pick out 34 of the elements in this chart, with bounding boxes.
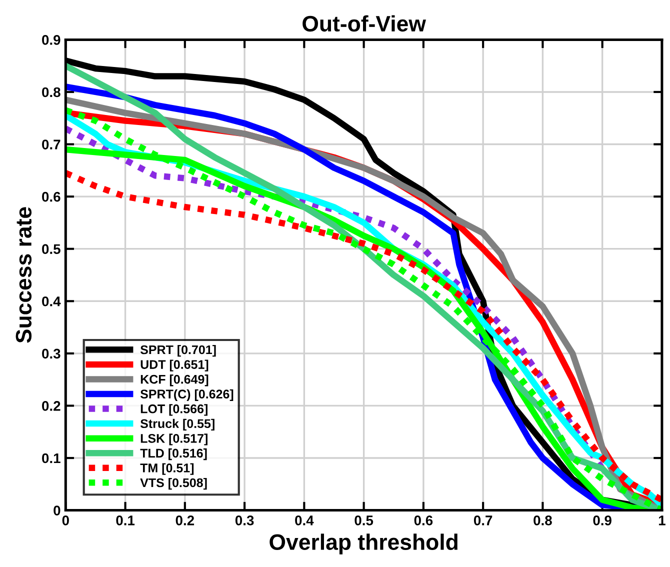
x-axis-title: Overlap threshold xyxy=(270,534,458,554)
legend-label: SPRT(C) [0.626] xyxy=(140,389,234,401)
legend-label: VTS [0.508] xyxy=(140,478,207,490)
legend-label: LSK [0.517] xyxy=(140,434,208,446)
x-tick-label: 0.3 xyxy=(235,516,254,526)
y-tick-label: 0 xyxy=(54,506,60,516)
x-tick-label: 0.1 xyxy=(116,516,135,526)
chart-title: Out-of-View xyxy=(302,15,426,32)
y-tick-label: 0.1 xyxy=(42,453,60,464)
y-tick-label: 0.5 xyxy=(42,244,60,254)
y-tick-label: 0.9 xyxy=(42,35,60,45)
legend-label: UDT [0.651] xyxy=(140,360,208,372)
x-tick-label: 0 xyxy=(62,516,69,526)
x-tick-label: 0.7 xyxy=(474,516,492,526)
legend-label: SPRT [0.701] xyxy=(140,344,216,357)
y-tick-label: 0.6 xyxy=(42,192,60,202)
x-tick-label: 0.8 xyxy=(534,516,552,526)
y-tick-label: 0.8 xyxy=(42,87,60,98)
legend-label: TM [0.51] xyxy=(140,463,194,475)
x-tick-label: 1 xyxy=(658,516,666,526)
legend-label: TLD [0.516] xyxy=(140,448,207,460)
y-axis-title: Success rate xyxy=(16,207,32,343)
legend-label: Struck [0.55] xyxy=(140,418,214,431)
x-tick-label: 0.4 xyxy=(295,516,314,526)
x-tick-label: 0.9 xyxy=(593,516,612,526)
y-tick-label: 0.4 xyxy=(42,296,61,306)
legend-label: LOT [0.566] xyxy=(140,404,208,416)
y-tick-label: 0.2 xyxy=(42,401,60,411)
y-tick-label: 0.3 xyxy=(42,348,60,359)
x-tick-label: 0.5 xyxy=(354,516,374,526)
legend-label: KCF [0.649] xyxy=(140,374,208,386)
x-tick-label: 0.6 xyxy=(414,516,433,526)
y-tick-label: 0.7 xyxy=(42,140,60,150)
x-tick-label: 0.2 xyxy=(176,516,194,526)
